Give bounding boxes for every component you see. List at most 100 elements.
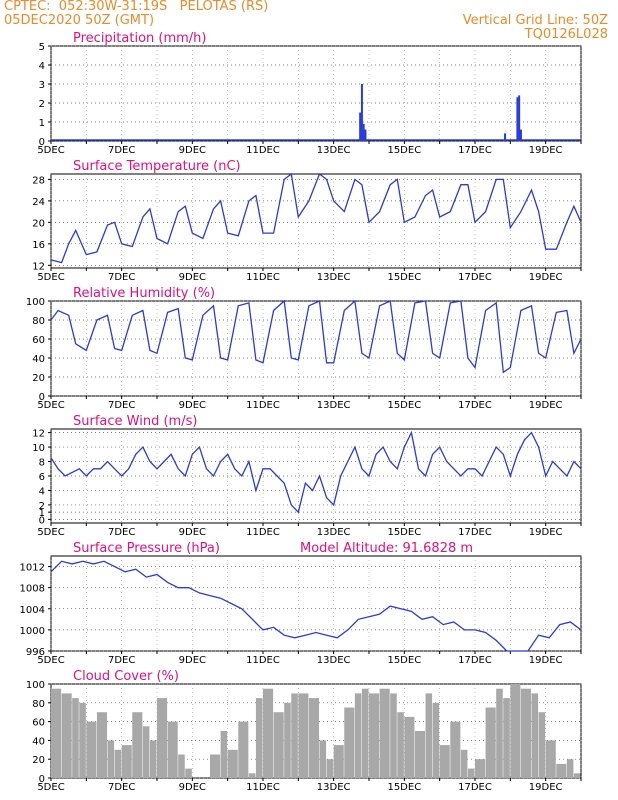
x-tick-label: 7DEC <box>108 272 135 283</box>
cloud-bar <box>414 731 426 778</box>
cloud-bar <box>545 740 556 778</box>
cloud-bar <box>538 712 546 778</box>
y-tick-label: 20 <box>32 218 45 229</box>
precip-bar <box>516 97 519 141</box>
cloud-bar <box>51 688 62 778</box>
cloud-bar <box>361 688 369 778</box>
x-tick-label: 15DEC <box>387 400 421 411</box>
panel-title: Cloud Cover (%) <box>73 669 179 684</box>
x-tick-label: 9DEC <box>179 655 206 666</box>
y-tick-label: 2 <box>39 99 45 110</box>
y-tick-label: 6 <box>39 472 45 483</box>
cloud-bar <box>467 768 475 778</box>
cloud-bar <box>121 745 132 778</box>
x-tick-label: 7DEC <box>108 400 135 411</box>
cloud-bar <box>298 693 309 778</box>
x-tick-label: 13DEC <box>317 655 351 666</box>
cloud-bar <box>333 745 344 778</box>
cloud-bar <box>475 759 486 778</box>
y-tick-label: 10 <box>32 443 45 454</box>
x-tick-label: 13DEC <box>317 400 351 411</box>
x-tick-label: 17DEC <box>458 527 492 538</box>
precip-bar <box>504 133 507 141</box>
y-tick-label: 24 <box>32 197 45 208</box>
cloud-bar <box>284 702 291 778</box>
panel-title: Surface Temperature (nC) <box>73 159 241 174</box>
panel-title: Relative Humidity (%) <box>73 286 215 301</box>
cloud-bar <box>510 684 521 778</box>
panel-title: Surface Wind (m/s) <box>73 414 197 429</box>
x-tick-label: 9DEC <box>179 400 206 411</box>
y-tick-label: 1 <box>39 508 45 519</box>
y-tick-label: 16 <box>32 240 45 251</box>
cloud-bar <box>397 712 404 778</box>
y-tick-label: 5 <box>39 42 45 53</box>
cloud-bar <box>132 712 143 778</box>
cloud-bar <box>210 754 221 778</box>
cloud-bar <box>178 754 185 778</box>
cloud-bar <box>503 698 510 778</box>
y-tick-label: 0 <box>39 515 45 526</box>
y-tick-label: 3 <box>39 80 45 91</box>
y-tick-label: 2 <box>39 501 45 512</box>
x-tick-label: 11DEC <box>246 400 280 411</box>
cloud-bar <box>291 693 298 778</box>
x-tick-label: 7DEC <box>108 527 135 538</box>
precip-bar <box>519 129 522 141</box>
cloud-bar <box>566 759 574 778</box>
cloud-bar <box>573 773 581 778</box>
cloud-bar <box>273 712 284 778</box>
y-tick-label: 1000 <box>20 626 45 637</box>
x-tick-label: 11DEC <box>246 527 280 538</box>
x-tick-label: 11DEC <box>246 782 280 793</box>
y-tick-label: 1004 <box>20 605 45 616</box>
cloud-bar <box>61 693 72 778</box>
cloud-bar <box>556 763 567 778</box>
series-line <box>50 299 582 374</box>
x-tick-label: 5DEC <box>37 400 64 411</box>
x-tick-label: 7DEC <box>108 145 135 156</box>
x-tick-label: 17DEC <box>458 145 492 156</box>
x-tick-label: 19DEC <box>529 782 563 793</box>
x-tick-label: 5DEC <box>37 272 64 283</box>
y-tick-label: 12 <box>32 429 45 440</box>
cloud-bar <box>149 740 157 778</box>
y-tick-label: 0 <box>39 392 45 403</box>
y-tick-label: 28 <box>32 175 45 186</box>
series-line <box>50 430 582 514</box>
cloud-bar <box>450 721 461 778</box>
cloud-bar <box>157 698 168 778</box>
x-tick-label: 9DEC <box>179 145 206 156</box>
cloud-bar <box>344 707 355 778</box>
y-tick-label: 20 <box>32 755 45 766</box>
y-tick-label: 1012 <box>20 563 45 574</box>
y-tick-label: 8 <box>39 458 45 469</box>
y-tick-label: 4 <box>39 61 45 72</box>
x-tick-label: 11DEC <box>246 145 280 156</box>
cloud-bar <box>326 759 334 778</box>
cloud-bar <box>220 731 228 778</box>
cloud-bar <box>531 693 539 778</box>
x-tick-label: 5DEC <box>37 655 64 666</box>
precip-bar <box>360 84 363 141</box>
x-tick-label: 13DEC <box>317 782 351 793</box>
cloud-bar <box>425 693 433 778</box>
y-tick-label: 1008 <box>20 584 45 595</box>
x-tick-label: 19DEC <box>529 527 563 538</box>
x-tick-label: 15DEC <box>387 782 421 793</box>
cloud-bar <box>485 707 496 778</box>
x-tick-label: 11DEC <box>246 655 280 666</box>
x-tick-label: 15DEC <box>387 145 421 156</box>
cloud-bar <box>114 749 122 778</box>
precip-bar <box>362 123 365 141</box>
x-tick-label: 19DEC <box>529 655 563 666</box>
cloud-bar <box>248 773 256 778</box>
cloud-bar <box>263 688 274 778</box>
cloud-bar <box>439 745 450 778</box>
cloud-bar <box>308 698 320 778</box>
y-tick-label: 4 <box>39 486 45 497</box>
x-tick-label: 15DEC <box>387 655 421 666</box>
cloud-bar <box>496 688 503 778</box>
header-model: TQ0126L028 <box>524 27 608 42</box>
